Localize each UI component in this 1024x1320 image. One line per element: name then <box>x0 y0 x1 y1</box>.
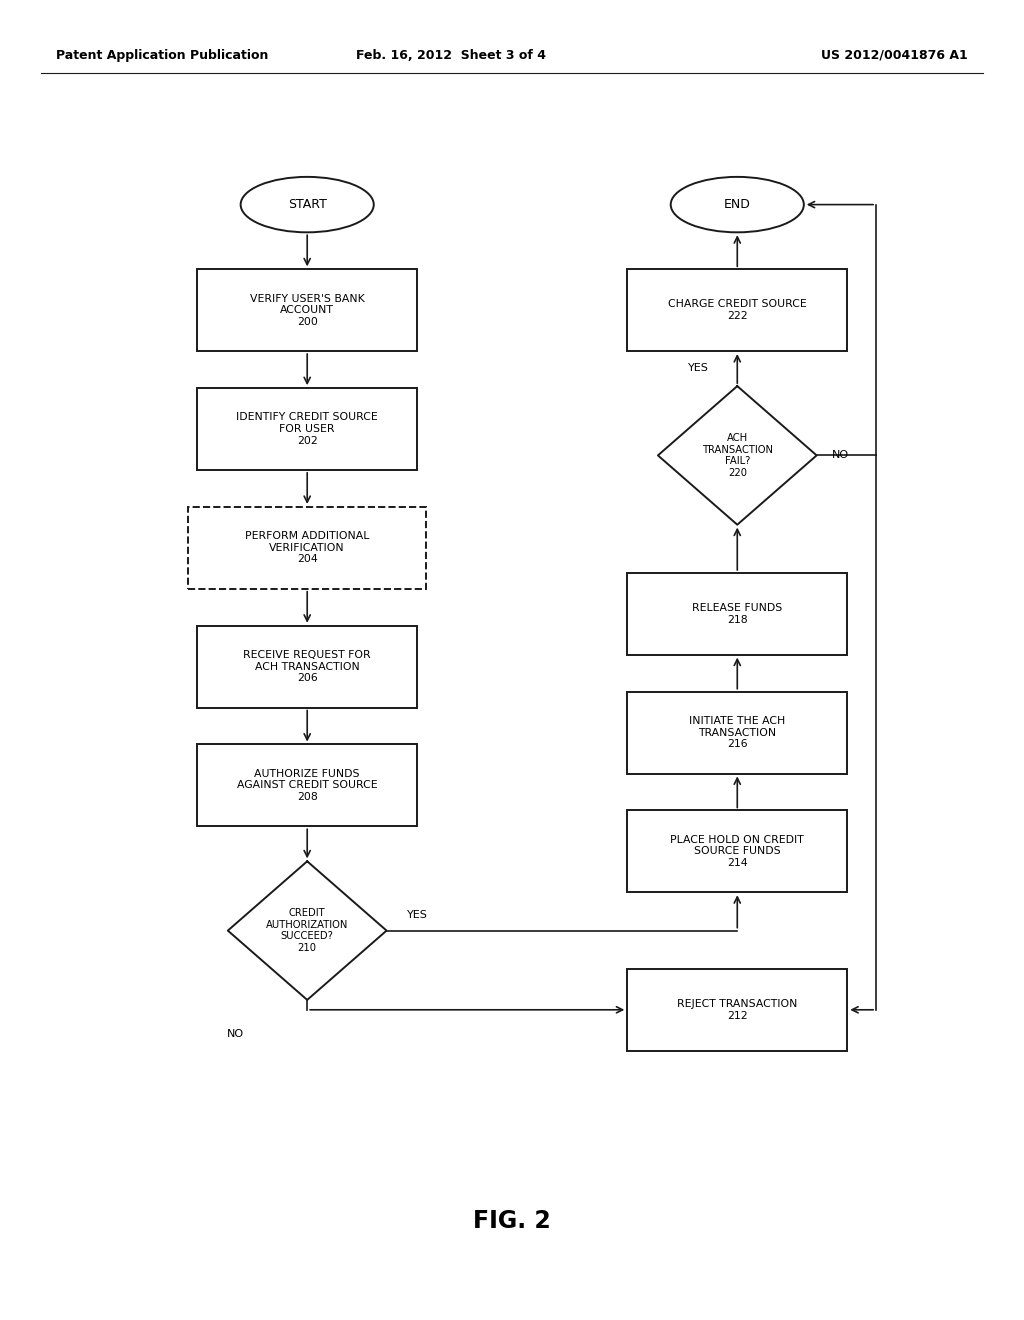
Text: NO: NO <box>831 450 849 461</box>
Text: Feb. 16, 2012  Sheet 3 of 4: Feb. 16, 2012 Sheet 3 of 4 <box>355 49 546 62</box>
Text: AUTHORIZE FUNDS
AGAINST CREDIT SOURCE
208: AUTHORIZE FUNDS AGAINST CREDIT SOURCE 20… <box>237 768 378 803</box>
Text: START: START <box>288 198 327 211</box>
Text: PLACE HOLD ON CREDIT
SOURCE FUNDS
214: PLACE HOLD ON CREDIT SOURCE FUNDS 214 <box>671 834 804 869</box>
Bar <box>627 692 847 774</box>
Text: Patent Application Publication: Patent Application Publication <box>56 49 268 62</box>
Text: YES: YES <box>408 909 428 920</box>
Bar <box>197 626 418 708</box>
Bar <box>627 573 847 655</box>
Bar <box>188 507 426 589</box>
Text: PERFORM ADDITIONAL
VERIFICATION
204: PERFORM ADDITIONAL VERIFICATION 204 <box>245 531 370 565</box>
Text: FIG. 2: FIG. 2 <box>473 1209 551 1233</box>
Text: REJECT TRANSACTION
212: REJECT TRANSACTION 212 <box>677 999 798 1020</box>
Text: US 2012/0041876 A1: US 2012/0041876 A1 <box>821 49 968 62</box>
Text: INITIATE THE ACH
TRANSACTION
216: INITIATE THE ACH TRANSACTION 216 <box>689 715 785 750</box>
Bar <box>197 388 418 470</box>
Bar <box>627 269 847 351</box>
Text: CHARGE CREDIT SOURCE
222: CHARGE CREDIT SOURCE 222 <box>668 300 807 321</box>
Bar <box>627 810 847 892</box>
Text: IDENTIFY CREDIT SOURCE
FOR USER
202: IDENTIFY CREDIT SOURCE FOR USER 202 <box>237 412 378 446</box>
Text: ACH
TRANSACTION
FAIL?
220: ACH TRANSACTION FAIL? 220 <box>701 433 773 478</box>
Text: NO: NO <box>227 1030 244 1039</box>
Bar <box>197 269 418 351</box>
Bar <box>197 744 418 826</box>
Text: YES: YES <box>688 363 709 372</box>
Bar <box>627 969 847 1051</box>
Text: END: END <box>724 198 751 211</box>
Text: CREDIT
AUTHORIZATION
SUCCEED?
210: CREDIT AUTHORIZATION SUCCEED? 210 <box>266 908 348 953</box>
Text: RELEASE FUNDS
218: RELEASE FUNDS 218 <box>692 603 782 624</box>
Text: RECEIVE REQUEST FOR
ACH TRANSACTION
206: RECEIVE REQUEST FOR ACH TRANSACTION 206 <box>244 649 371 684</box>
Text: VERIFY USER'S BANK
ACCOUNT
200: VERIFY USER'S BANK ACCOUNT 200 <box>250 293 365 327</box>
